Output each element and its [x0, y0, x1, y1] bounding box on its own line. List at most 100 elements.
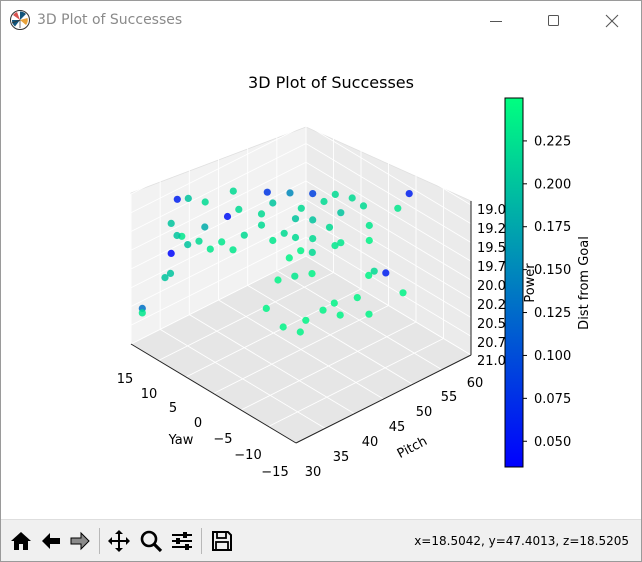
- save-button[interactable]: [208, 527, 236, 555]
- gridline: [305, 255, 472, 356]
- scatter-point: [405, 190, 413, 198]
- colorbar-tick-label: 0.150: [534, 263, 571, 278]
- scatter-point: [297, 247, 305, 255]
- colorbar-tick-label: 0.075: [534, 392, 571, 407]
- scatter-point: [309, 190, 317, 198]
- pan-icon: [108, 530, 130, 552]
- scatter-point: [240, 231, 248, 239]
- title-bar[interactable]: 3D Plot of Successes: [1, 1, 641, 41]
- configure-subplots-button[interactable]: [168, 527, 196, 555]
- scatter-point: [370, 267, 378, 275]
- z-tick-label: 19.7: [477, 260, 506, 275]
- scatter-point: [206, 245, 214, 253]
- forward-button[interactable]: [66, 527, 94, 555]
- scatter-point: [166, 269, 175, 277]
- scatter-point: [285, 254, 293, 262]
- colorbar-tick-label: 0.100: [534, 349, 571, 364]
- scatter-point: [291, 233, 300, 242]
- colorbar-label: Dist from Goal: [577, 236, 592, 330]
- plot-3d[interactable]: 3D Plot of Successes 15 10 5 0 −5 −10 −1…: [1, 41, 641, 519]
- configure-subplots-icon: [172, 532, 192, 550]
- scatter-point: [296, 328, 304, 336]
- scatter-point: [229, 246, 237, 254]
- z-tick-label: 20.2: [477, 298, 506, 313]
- gridline: [130, 236, 307, 326]
- gridline: [276, 270, 443, 371]
- scatter-points: [138, 187, 413, 336]
- gridline: [130, 255, 307, 345]
- close-button[interactable]: [589, 1, 635, 41]
- scatter-point: [262, 304, 270, 312]
- x-tick-label: 0: [194, 416, 202, 431]
- scatter-point: [319, 306, 327, 314]
- scatter-point: [229, 187, 237, 195]
- scatter-point: [257, 221, 266, 229]
- scatter-point: [167, 249, 175, 257]
- x-tick-label: −15: [261, 465, 288, 480]
- scatter-point: [279, 323, 287, 331]
- y-tick-label: 40: [362, 435, 379, 450]
- scatter-point: [399, 289, 407, 297]
- scatter-point: [173, 231, 181, 240]
- maximize-button[interactable]: [531, 1, 577, 41]
- gridline: [130, 161, 307, 251]
- x-tick-label: 5: [169, 401, 177, 416]
- scatter-point: [286, 189, 294, 197]
- back-arrow-icon: [42, 533, 60, 549]
- y-axis-label: Pitch: [395, 434, 430, 462]
- scatter-point: [336, 311, 344, 319]
- x-tick-label: −10: [234, 448, 261, 463]
- scatter-point: [309, 235, 317, 243]
- colorbar-tick-label: 0.200: [534, 177, 571, 192]
- y-tick-label: 60: [467, 376, 484, 391]
- gridline: [305, 105, 472, 206]
- scatter-point: [257, 210, 266, 218]
- scatter-point: [297, 204, 305, 212]
- y-tick-label: 50: [416, 405, 433, 420]
- x-tick-label: 10: [141, 387, 158, 402]
- back-button[interactable]: [37, 527, 65, 555]
- scatter-point: [201, 223, 209, 231]
- scatter-point: [173, 195, 181, 203]
- scatter-point: [365, 236, 373, 245]
- scatter-point: [382, 269, 390, 277]
- navigation-toolbar: x=18.5042, y=47.4013, z=18.5205: [1, 519, 641, 561]
- colorbar-tick-label: 0.175: [534, 220, 571, 235]
- z-tick-label: 20.0: [477, 279, 506, 294]
- scatter-point: [330, 299, 338, 307]
- scatter-point: [365, 271, 373, 279]
- minimize-button[interactable]: [473, 1, 519, 41]
- gridline: [130, 180, 307, 270]
- scatter-point: [291, 272, 299, 280]
- toolbar-separator: [201, 528, 202, 554]
- zoom-button[interactable]: [137, 527, 165, 555]
- matplotlib-logo-icon: [9, 9, 31, 31]
- scatter-point: [195, 237, 203, 245]
- figure-canvas[interactable]: 3D Plot of Successes 15 10 5 0 −5 −10 −1…: [1, 41, 641, 519]
- maximize-icon: [548, 15, 559, 26]
- scatter-point: [308, 270, 316, 278]
- x-axis-label: Yaw: [168, 433, 194, 448]
- scatter-point: [184, 241, 192, 249]
- close-icon: [605, 14, 619, 28]
- gridline: [130, 218, 307, 307]
- gridline: [305, 124, 472, 225]
- pan-button[interactable]: [105, 527, 133, 555]
- z-tick-labels: 19.0 19.2 19.5 19.7 20.0 20.2 20.5 20.7 …: [477, 203, 506, 369]
- scatter-point: [138, 309, 146, 317]
- scatter-point: [184, 194, 192, 202]
- scatter-point: [359, 202, 368, 210]
- scatter-point: [280, 229, 288, 237]
- scatter-point: [325, 223, 334, 231]
- gridline: [130, 199, 307, 289]
- gridline: [218, 299, 384, 400]
- scatter-point: [331, 190, 339, 198]
- scatter-point: [302, 316, 310, 324]
- scatter-point: [394, 204, 402, 212]
- zoom-icon: [140, 530, 163, 553]
- scatter-point: [291, 215, 300, 223]
- home-button[interactable]: [7, 527, 35, 555]
- y-tick-label: 55: [441, 390, 458, 405]
- scatter-point: [308, 248, 316, 256]
